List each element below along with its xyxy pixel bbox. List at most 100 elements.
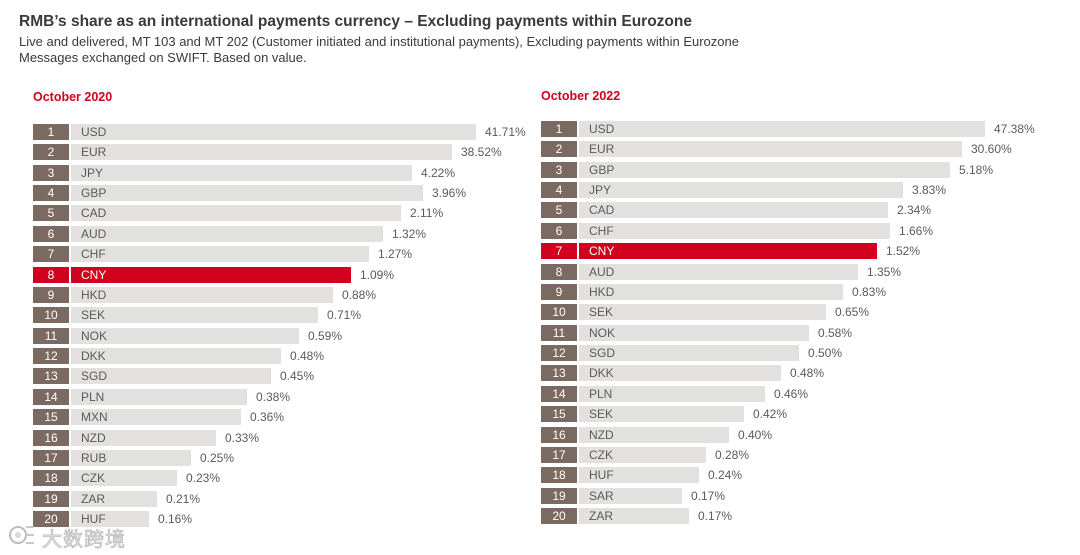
rank-label: 8 xyxy=(541,264,577,280)
currency-label: CZK xyxy=(589,448,613,462)
currency-label: CZK xyxy=(81,471,105,485)
value-label: 2.34% xyxy=(897,203,932,217)
bar xyxy=(579,427,729,443)
bar-row-hkd: 9 HKD 0.88% xyxy=(33,287,376,303)
bar xyxy=(71,328,299,344)
value-label: 1.35% xyxy=(867,265,902,279)
currency-label: SEK xyxy=(81,308,106,322)
bar xyxy=(579,121,985,137)
bar xyxy=(71,144,452,160)
value-label: 4.22% xyxy=(421,166,456,180)
value-label: 0.83% xyxy=(852,285,887,299)
rank-label: 4 xyxy=(541,182,577,198)
bar xyxy=(71,165,412,181)
rank-label: 1 xyxy=(33,124,69,140)
value-label: 0.65% xyxy=(835,305,870,319)
bar-row-cad: 5 CAD 2.11% xyxy=(33,205,443,221)
rank-label: 14 xyxy=(541,386,577,402)
value-label: 0.33% xyxy=(225,431,260,445)
bar-row-eur: 2 EUR 38.52% xyxy=(33,144,502,160)
bar-row-cny: 8 CNY 1.09% xyxy=(33,267,394,283)
currency-label: USD xyxy=(589,122,615,136)
value-label: 41.71% xyxy=(485,125,526,139)
bar xyxy=(579,467,699,483)
value-label: 0.38% xyxy=(256,390,291,404)
value-label: 0.42% xyxy=(753,407,788,421)
bar xyxy=(579,365,781,381)
rank-label: 15 xyxy=(541,406,577,422)
rank-label: 19 xyxy=(33,491,69,507)
currency-label: AUD xyxy=(81,227,107,241)
currency-label: GBP xyxy=(589,163,615,177)
bar-row-nzd: 16 NZD 0.33% xyxy=(33,430,260,446)
bar xyxy=(71,185,423,201)
rank-label: 2 xyxy=(541,141,577,157)
value-label: 0.17% xyxy=(698,509,733,523)
bar-row-nok: 11 NOK 0.59% xyxy=(33,328,342,344)
currency-label: DKK xyxy=(81,349,106,363)
value-label: 0.36% xyxy=(250,410,285,424)
panel-title-2020: October 2020 xyxy=(33,90,113,104)
currency-label: NZD xyxy=(81,431,106,445)
rank-label: 10 xyxy=(541,304,577,320)
rank-label: 10 xyxy=(33,307,69,323)
bar xyxy=(71,409,241,425)
value-label: 1.66% xyxy=(899,224,934,238)
rank-label: 11 xyxy=(541,325,577,341)
currency-label: AUD xyxy=(589,265,615,279)
bar-row-usd: 1 USD 41.71% xyxy=(33,124,526,140)
bar xyxy=(579,345,799,361)
currency-label: USD xyxy=(81,125,107,139)
bar xyxy=(71,389,247,405)
rank-label: 6 xyxy=(33,226,69,242)
bar xyxy=(579,182,903,198)
bar xyxy=(71,368,271,384)
bar-row-dkk: 13 DKK 0.48% xyxy=(541,365,825,381)
value-label: 0.23% xyxy=(186,471,221,485)
value-label: 0.25% xyxy=(200,451,235,465)
currency-label: JPY xyxy=(589,183,612,197)
bar-row-czk: 18 CZK 0.23% xyxy=(33,470,221,486)
value-label: 0.45% xyxy=(280,369,315,383)
bar-row-nok: 11 NOK 0.58% xyxy=(541,325,852,341)
currency-label: RUB xyxy=(81,451,107,465)
currency-label: EUR xyxy=(589,142,615,156)
rank-label: 16 xyxy=(33,430,69,446)
value-label: 0.28% xyxy=(715,448,750,462)
rank-label: 6 xyxy=(541,223,577,239)
currency-label: SGD xyxy=(589,346,616,360)
bar xyxy=(71,348,281,364)
rank-label: 11 xyxy=(33,328,69,344)
bar-row-dkk: 12 DKK 0.48% xyxy=(33,348,324,364)
value-label: 0.40% xyxy=(738,428,773,442)
bar-row-gbp: 4 GBP 3.96% xyxy=(33,185,466,201)
currency-label: SGD xyxy=(81,369,108,383)
currency-label: NZD xyxy=(589,428,614,442)
bar-row-pln: 14 PLN 0.46% xyxy=(541,386,808,402)
bar-row-czk: 17 CZK 0.28% xyxy=(541,447,750,463)
bar xyxy=(71,430,216,446)
bar-row-sgd: 13 SGD 0.45% xyxy=(33,368,315,384)
bar xyxy=(71,267,351,283)
chart-title: RMB’s share as an international payments… xyxy=(19,13,692,30)
currency-label: SAR xyxy=(589,489,614,503)
bar xyxy=(579,304,826,320)
bar-row-jpy: 3 JPY 4.22% xyxy=(33,165,456,181)
bar-row-huf: 18 HUF 0.24% xyxy=(541,467,742,483)
bar xyxy=(579,202,888,218)
rank-label: 9 xyxy=(541,284,577,300)
bar xyxy=(579,447,706,463)
rank-label: 7 xyxy=(33,246,69,262)
bar xyxy=(71,307,318,323)
bar xyxy=(579,162,950,178)
bar-row-aud: 6 AUD 1.32% xyxy=(33,226,426,242)
rank-label: 3 xyxy=(541,162,577,178)
bar-row-rub: 17 RUB 0.25% xyxy=(33,450,235,466)
bar-row-chf: 6 CHF 1.66% xyxy=(541,223,934,239)
currency-label: EUR xyxy=(81,145,107,159)
value-label: 0.48% xyxy=(790,366,825,380)
logo-icon xyxy=(9,526,34,544)
bar-row-jpy: 4 JPY 3.83% xyxy=(541,182,946,198)
currency-label: CNY xyxy=(81,268,107,282)
rank-label: 17 xyxy=(541,447,577,463)
